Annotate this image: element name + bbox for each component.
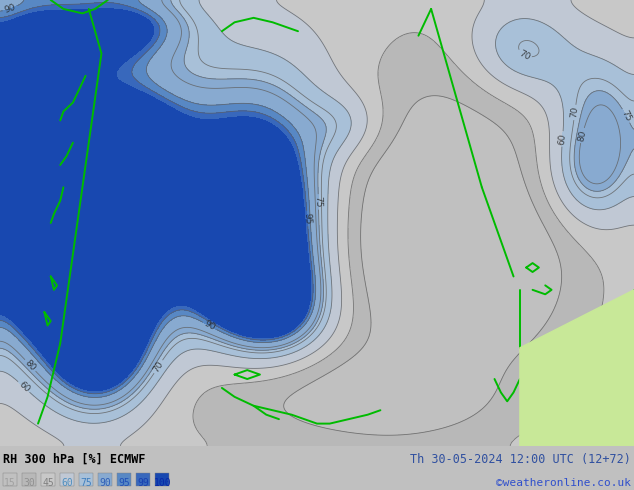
Bar	[117, 473, 131, 487]
Text: 70: 70	[570, 106, 580, 119]
Text: 70: 70	[517, 49, 531, 62]
Text: 100: 100	[153, 478, 171, 488]
Text: RH 300 hPa [%] ECMWF: RH 300 hPa [%] ECMWF	[3, 453, 146, 466]
Text: 45: 45	[42, 478, 54, 488]
Text: 90: 90	[202, 319, 217, 333]
Text: 80: 80	[576, 129, 588, 142]
Text: 60: 60	[557, 133, 567, 145]
Text: 95: 95	[302, 213, 312, 224]
Text: 30: 30	[570, 357, 583, 372]
Text: 75: 75	[314, 196, 323, 208]
Text: 30: 30	[23, 478, 35, 488]
Text: 75: 75	[619, 109, 633, 123]
Text: 75: 75	[81, 478, 92, 488]
Text: ©weatheronline.co.uk: ©weatheronline.co.uk	[496, 478, 631, 488]
Bar	[155, 473, 169, 487]
Text: 99: 99	[138, 478, 149, 488]
Bar	[60, 473, 74, 487]
Bar	[79, 473, 93, 487]
Text: 80: 80	[23, 358, 37, 373]
Text: 60: 60	[61, 478, 73, 488]
Text: 90: 90	[100, 478, 111, 488]
Polygon shape	[520, 290, 634, 446]
Bar	[136, 473, 150, 487]
Text: 70: 70	[152, 359, 165, 374]
Text: Th 30-05-2024 12:00 UTC (12+72): Th 30-05-2024 12:00 UTC (12+72)	[410, 453, 631, 466]
Text: 95: 95	[119, 478, 130, 488]
Bar	[22, 473, 36, 487]
Bar	[41, 473, 55, 487]
Text: 90: 90	[3, 3, 17, 15]
Bar	[98, 473, 112, 487]
Bar	[3, 473, 17, 487]
Text: 60: 60	[16, 380, 31, 394]
Text: 15: 15	[4, 478, 16, 488]
